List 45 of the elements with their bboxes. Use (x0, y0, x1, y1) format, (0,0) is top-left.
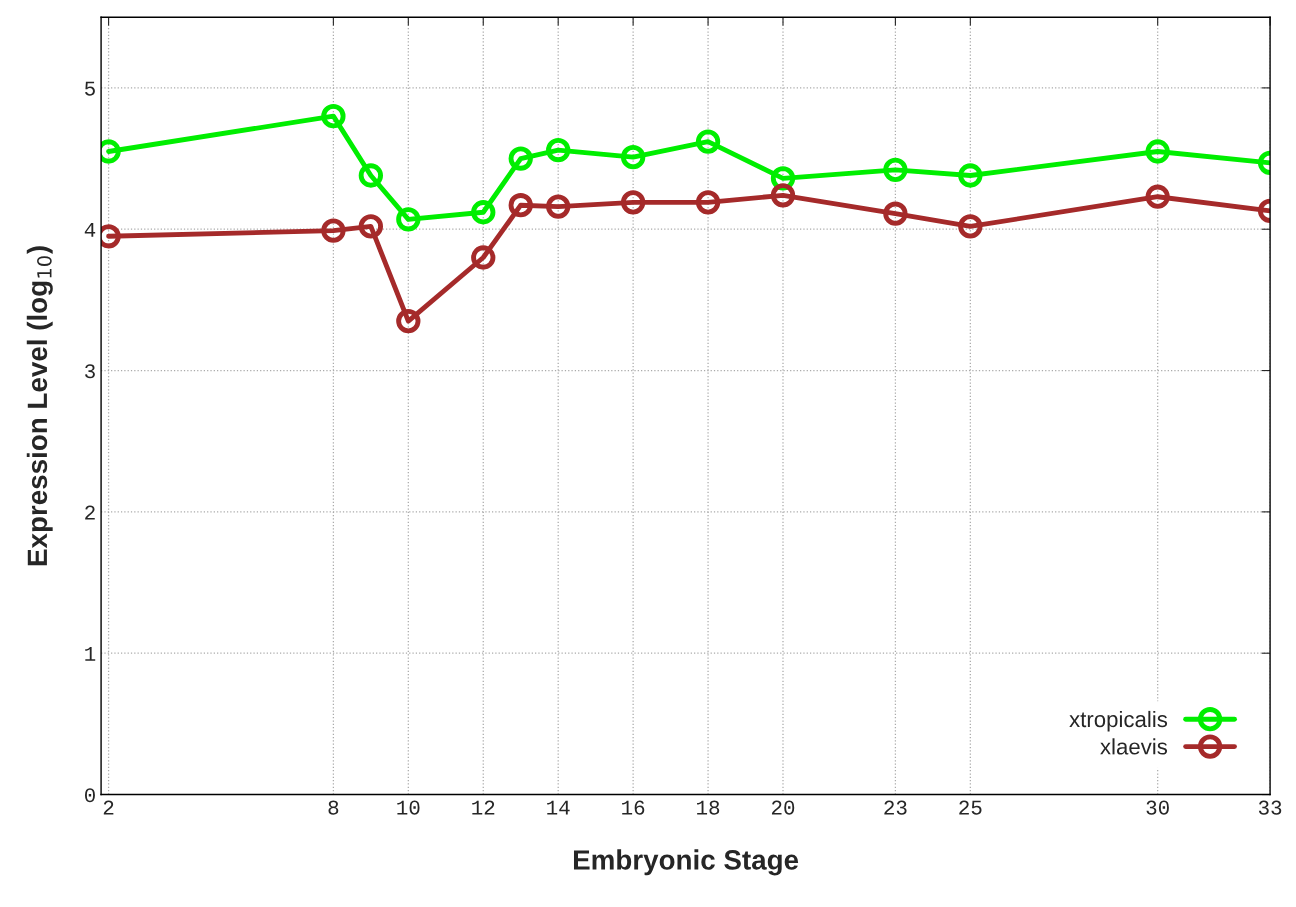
x-tick-label: 2 (103, 800, 114, 815)
x-tick-label: 10 (397, 800, 420, 815)
legend-label: xtropicalis (1069, 710, 1168, 732)
y-tick-label: 5 (85, 81, 95, 96)
point (508, 193, 533, 218)
point (471, 245, 496, 270)
point (883, 157, 908, 183)
point (546, 137, 571, 163)
legend-label: xlaevis (1100, 738, 1168, 755)
x-tick-label: 8 (328, 800, 339, 815)
x-tick-label: 12 (472, 800, 495, 815)
y-tick-label: 3 (85, 364, 95, 379)
point (321, 104, 346, 129)
x-tick-label: 18 (697, 800, 720, 815)
y-axis-title: Expression Level (log$_{10}$) (26, 246, 53, 566)
point (620, 190, 646, 215)
x-tick-label: 30 (1146, 800, 1169, 815)
y-tick-label: 0 (84, 788, 95, 803)
y-tick-label: 1 (85, 647, 96, 661)
x-tick-label: 20 (771, 800, 795, 815)
point (695, 129, 721, 154)
point (1145, 139, 1170, 164)
point (396, 207, 421, 232)
point (770, 183, 796, 208)
y-tick-label: 2 (85, 505, 95, 520)
point (958, 163, 983, 188)
point (546, 194, 571, 219)
point (358, 214, 384, 239)
point (471, 200, 496, 225)
x-tick-label: 33 (1258, 800, 1282, 815)
x-tick-label: 14 (547, 800, 570, 815)
x-tick-label: 25 (959, 800, 982, 815)
point (508, 146, 533, 171)
x-axis-title: Embryonic Stage (573, 849, 799, 876)
point (358, 163, 384, 188)
point (958, 214, 983, 239)
point (1145, 184, 1170, 209)
point (695, 190, 721, 215)
x-tick-label: 23 (884, 800, 907, 815)
point (321, 218, 346, 243)
point (620, 145, 646, 170)
point (396, 308, 421, 334)
point (883, 201, 908, 226)
x-tick-label: 16 (622, 800, 645, 815)
y-tick-label: 4 (84, 223, 96, 237)
